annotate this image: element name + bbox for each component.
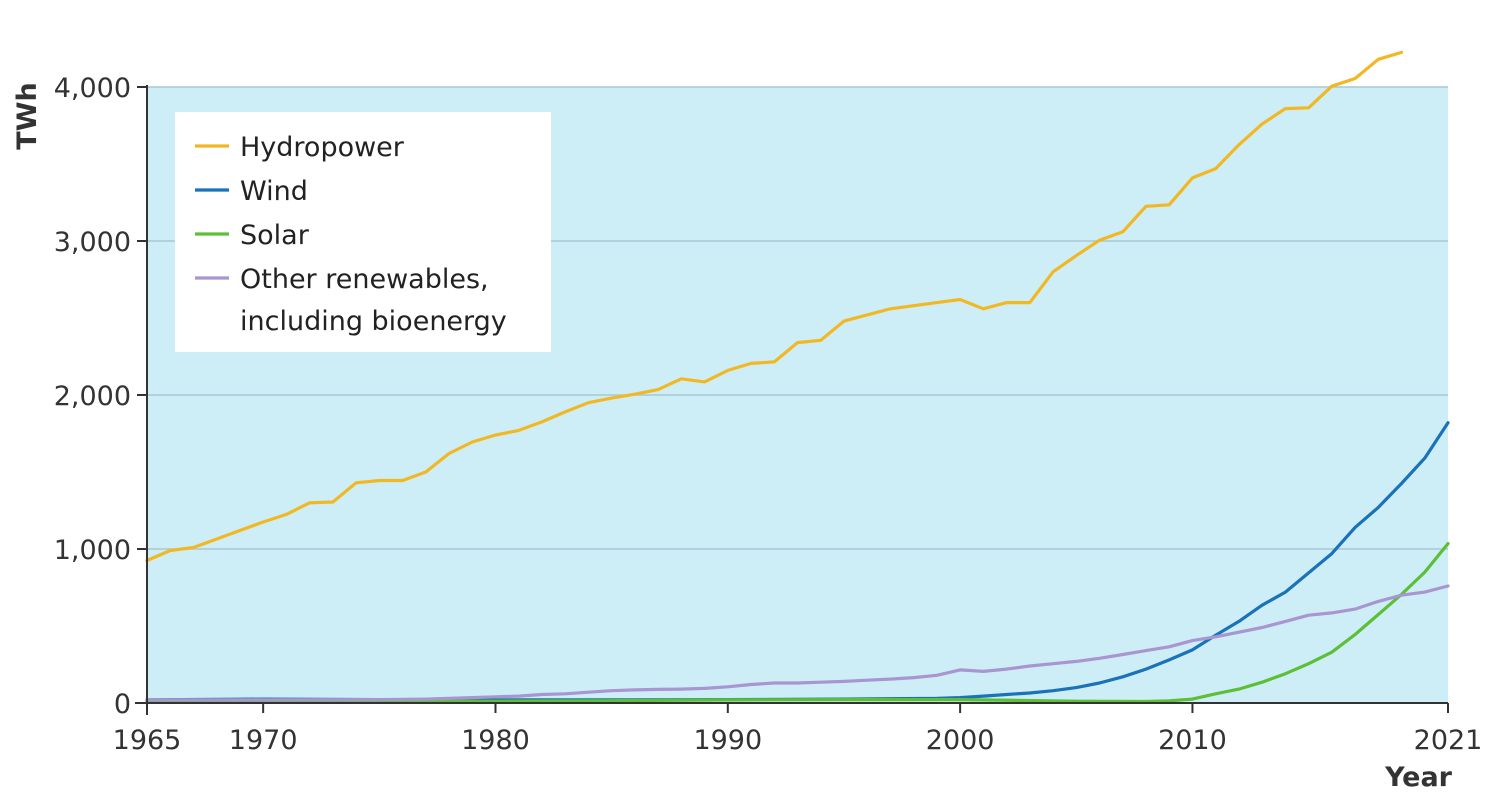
- legend: Hydropower Wind Solar Other renewables, incl…: [175, 112, 551, 352]
- y-tick-label: 2,000: [54, 381, 131, 412]
- legend-label: Hydropower: [240, 132, 405, 163]
- x-tick-label: 2000: [926, 725, 995, 756]
- x-axis-label: Year: [1384, 762, 1453, 793]
- y-tick-label: 4,000: [54, 73, 131, 104]
- legend-label: including bioenergy: [240, 306, 507, 337]
- legend-label: Wind: [240, 176, 308, 207]
- x-tick-label: 2010: [1158, 725, 1227, 756]
- x-tick-label: 2021: [1414, 725, 1483, 756]
- series-line-3: [145, 541, 1450, 704]
- y-axis-label: TWh: [12, 82, 43, 149]
- x-tick-label: 1970: [229, 725, 298, 756]
- legend-label: Solar: [240, 220, 310, 251]
- x-tick-label: 1965: [113, 725, 182, 756]
- y-tick-label: 0: [114, 689, 131, 720]
- legend-box: [175, 112, 551, 352]
- x-tick-label: 1980: [461, 725, 530, 756]
- y-tick-label: 3,000: [54, 227, 131, 258]
- y-tick-label: 1,000: [54, 535, 131, 566]
- x-tick-label: 1990: [693, 725, 762, 756]
- series-line-4: [145, 584, 1450, 702]
- axes: 0 1,000 2,000 3,000 4,000 1965 1970 1980 1990 200…: [54, 73, 1483, 756]
- legend-label: Other renewables,: [240, 264, 489, 295]
- series-lines: [145, 50, 1450, 704]
- series-line-1: [145, 50, 1404, 563]
